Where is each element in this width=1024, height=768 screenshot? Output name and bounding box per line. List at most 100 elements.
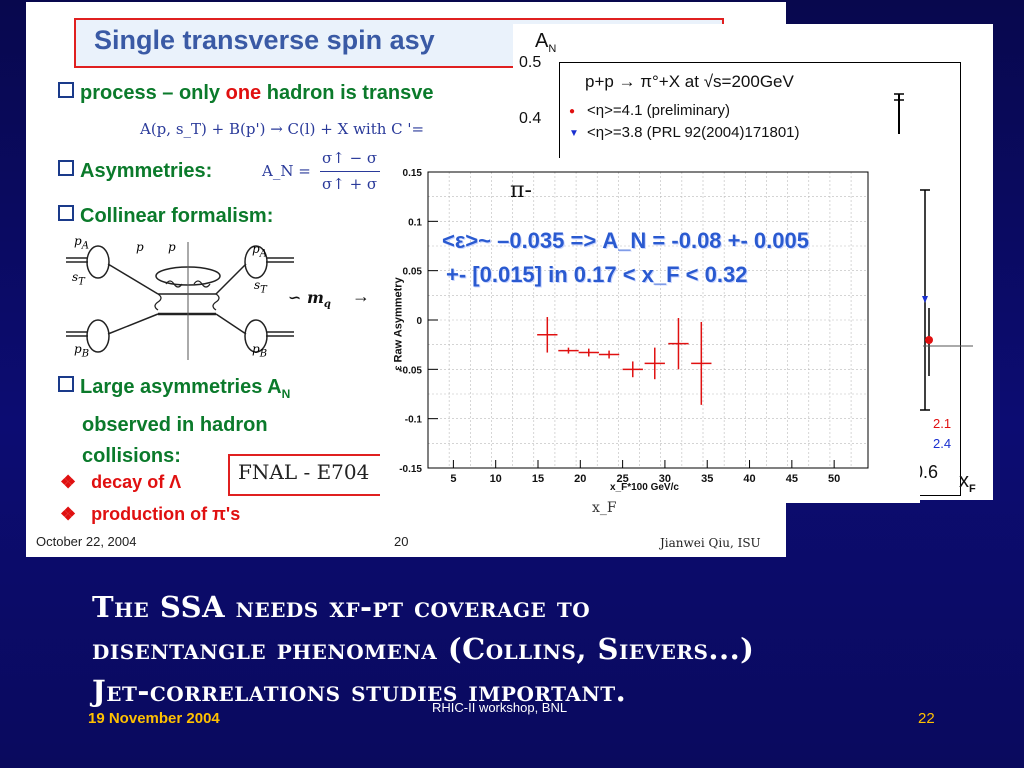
y-tick-label: -0.05 (399, 365, 422, 376)
y-tick-label: -0.15 (399, 464, 422, 475)
chart-grid (427, 171, 868, 469)
diamond-bullet-icon: ❖ (60, 504, 77, 524)
sub-bullet-pions-label: production of π's (91, 504, 241, 524)
inner-footer-page: 20 (394, 534, 409, 549)
chart-pion-label: π- (510, 178, 532, 203)
diagram-label-pb: pB (74, 342, 90, 360)
x-tick-label: 50 (828, 473, 840, 485)
bullet-asymmetries-label: Asymmetries: (80, 160, 213, 182)
data-point (644, 347, 665, 380)
inner-footer-date: October 22, 2004 (36, 534, 137, 549)
diagram-label-st-right: sT (254, 278, 267, 296)
x-tick-label: 5 (450, 473, 456, 485)
back-process-label: p+p → π°+X at √s=200GeV (585, 72, 794, 91)
raw-asymmetry-chart: 5 10 15 20 25 30 35 40 45 50 0.15 0.1 0.05 0 -0.05 -0.1… (380, 158, 920, 503)
back-y-tick-04: 0.4 (519, 110, 542, 127)
data-point (578, 348, 599, 357)
sub-bullet-lambda-label: decay of Λ (91, 472, 182, 492)
front-x-label-below: x_F (592, 500, 617, 516)
bullet-large-1: Large asymmetries A (80, 376, 282, 398)
bullet-collinear: Collinear formalism: (58, 205, 273, 228)
diagram-label-st: sT (72, 270, 85, 288)
back-side-value-1: 2.1 (933, 416, 952, 431)
footer-page-number: 22 (918, 710, 935, 727)
back-legend-2: <η>=3.8 (PRL 92(2004)171801) (587, 124, 800, 141)
x-tick-label: 30 (659, 473, 671, 485)
sub-bullet-lambda: ❖ decay of Λ (60, 472, 181, 493)
footer-center: RHIC-II workshop, BNL (432, 700, 568, 715)
factorization-diagram (66, 242, 294, 360)
formula-an-denominator: σ↑ + σ (322, 175, 378, 193)
bullet-large-sub: N (281, 387, 291, 401)
formula-an-label: A_N = (262, 162, 311, 180)
inner-title: Single transverse spin asy (94, 25, 435, 55)
footer-date: 19 November 2004 (88, 710, 220, 727)
chart-points (537, 317, 712, 405)
diagram-label-pa: pA (74, 234, 89, 252)
back-legend-blue-marker: ▼ (569, 128, 579, 139)
checkbox-bullet-icon (58, 205, 74, 221)
bullet-process-one: one (225, 82, 262, 104)
mq-label: ∽ mq (288, 288, 331, 311)
sub-bullet-pions: ❖ production of π's (60, 504, 240, 525)
bullet-collinear-label: Collinear formalism: (80, 205, 274, 227)
data-point (691, 321, 712, 405)
overlay-result-line-2: +- [0.015] in 0.17 < x_F < 0.32 (446, 262, 748, 287)
x-tick-label: 10 (490, 473, 502, 485)
x-tick-label: 15 (532, 473, 544, 485)
back-y-axis-label: AN (535, 30, 557, 55)
back-plot-points (894, 93, 973, 411)
bullet-large-asym: Large asymmetries AN observed in hadron … (58, 372, 290, 472)
overlay-result-line-1: <ε>~ –0.035 => A_N = -0.08 +- 0.005 (442, 228, 809, 253)
diagram-label-p2: p (168, 240, 176, 254)
back-legend-1: <η>=4.1 (preliminary) (587, 102, 730, 119)
bullet-large-2: observed in hadron (82, 414, 268, 436)
chart-ticks: 5 10 15 20 25 30 35 40 45 50 0.15 0.1 0.05 0 -0.05 -0.1… (399, 168, 840, 485)
diamond-bullet-icon: ❖ (60, 472, 77, 492)
bullet-process-pre: process – only (80, 82, 226, 104)
y-tick-label: 0 (416, 316, 422, 327)
back-y-tick-05: 0.5 (519, 54, 542, 71)
y-tick-label: 0.05 (403, 267, 423, 278)
data-point (622, 361, 643, 378)
x-tick-label: 45 (786, 473, 798, 485)
x-tick-label: 40 (743, 473, 755, 485)
inner-footer-author: Jianwei Qiu, ISU (660, 536, 761, 550)
formula-process: A(p, s_T) + B(p') → C(l) + X with C '= (140, 120, 425, 138)
data-point (537, 317, 558, 353)
fnal-label: FNAL - E704 (238, 460, 370, 484)
bullet-process-post: hadron is transve (261, 82, 434, 104)
caption-line-3: Jet-correlations studies important. (92, 674, 627, 708)
y-tick-label: 0.15 (403, 168, 423, 179)
data-point (598, 350, 620, 359)
checkbox-bullet-icon (58, 160, 74, 176)
fnal-box: FNAL - E704 (228, 454, 392, 496)
chart-x-axis-label: x_F*100 GeV/c (610, 482, 679, 493)
x-tick-label: 35 (701, 473, 713, 485)
checkbox-bullet-icon (58, 376, 74, 392)
bullet-large-3: collisions: (82, 445, 181, 467)
diagram-label-pb-right: pB (252, 342, 268, 360)
y-tick-label: 0.1 (408, 217, 422, 228)
x-tick-label: 25 (616, 473, 628, 485)
y-tick-label: -0.1 (405, 415, 423, 426)
chart-y-axis-label: εRaw Asymmetry (392, 277, 405, 371)
chart-svg: 5 10 15 20 25 30 35 40 45 50 0.15 0.1 0.05 0 -0.05 -0.1… (399, 168, 869, 485)
caption-line-2: disentangle phenomena (Collins, Sievers.… (92, 632, 755, 666)
caption-line-1: The SSA needs xf-pt coverage to (92, 590, 591, 624)
diagram-label-pa-right: pA (252, 242, 267, 260)
back-legend-red-marker: ● (569, 106, 576, 117)
data-point (558, 347, 579, 354)
x-tick-label: 20 (574, 473, 586, 485)
fraction-bar (320, 171, 380, 172)
bullet-asymmetries: Asymmetries: (58, 160, 212, 183)
formula-an-numerator: σ↑ − σ (322, 149, 378, 167)
back-side-value-2: 2.4 (933, 436, 952, 451)
mq-arrow: → (352, 286, 370, 306)
back-x-axis-label: xF (959, 470, 976, 495)
diagram-label-p1: p (136, 240, 144, 254)
bullet-process: process – only one hadron is transve (58, 82, 433, 105)
data-point (668, 318, 689, 370)
checkbox-bullet-icon (58, 82, 74, 98)
